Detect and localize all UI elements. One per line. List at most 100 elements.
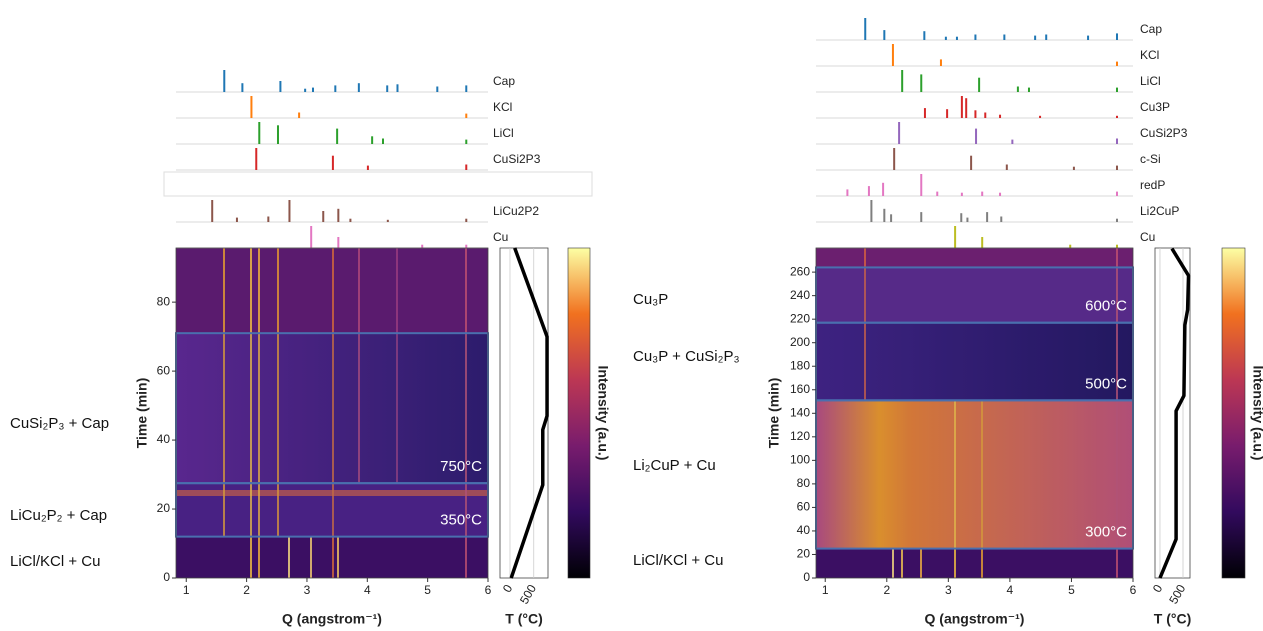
colorbar xyxy=(567,247,591,579)
reference-stick xyxy=(465,164,468,170)
y-tick-label: 260 xyxy=(790,264,810,278)
reference-stick xyxy=(1115,138,1118,144)
y-tick-label: 160 xyxy=(790,382,810,396)
phase-annotation: Li₂CuP + Cu xyxy=(633,457,716,474)
reference-label: redP xyxy=(1140,178,1165,192)
reference-stick xyxy=(288,200,291,222)
reference-stick xyxy=(891,44,894,66)
reference-stick xyxy=(1069,244,1072,248)
reference-stick xyxy=(322,211,325,222)
reference-stick xyxy=(1087,35,1090,40)
reference-stick xyxy=(337,208,340,222)
reference-stick xyxy=(1115,244,1118,248)
reference-stick xyxy=(1003,34,1006,40)
stripe xyxy=(864,248,866,400)
reference-stick xyxy=(901,70,904,92)
y-tick-label: 220 xyxy=(790,311,810,325)
region-label: 350°C xyxy=(440,512,482,529)
temperature-frame xyxy=(1154,247,1191,579)
reference-label: KCl xyxy=(493,100,512,114)
reference-stick xyxy=(250,96,253,118)
reference-stick xyxy=(975,128,978,144)
stripe xyxy=(954,400,956,578)
reference-stick xyxy=(304,88,307,92)
reference-stick xyxy=(465,139,468,144)
reference-stick xyxy=(381,138,384,144)
stripe xyxy=(337,537,339,578)
stripe xyxy=(465,248,467,578)
reference-stick xyxy=(984,112,987,118)
reference-stick xyxy=(974,34,977,40)
reference-stick xyxy=(1016,86,1019,92)
stripe xyxy=(920,548,922,578)
reference-stick xyxy=(337,237,340,248)
reference-stick xyxy=(870,200,873,222)
reference-stick xyxy=(465,218,468,222)
y-tick-label: 200 xyxy=(790,335,810,349)
colorbar xyxy=(1221,247,1246,579)
reference-stick xyxy=(1115,61,1118,66)
phase-annotation: Cu₃P xyxy=(633,291,668,308)
reference-stick xyxy=(267,216,270,222)
y-axis-label: Time (min) xyxy=(766,378,782,449)
reference-stick xyxy=(421,244,424,248)
reference-stick xyxy=(436,86,439,92)
reference-stick xyxy=(255,148,258,170)
reference-stick xyxy=(357,83,360,92)
phase-annotation: Cu₃P + CuSi₂P₃ xyxy=(633,348,740,365)
reference-label: c-Si xyxy=(1140,152,1161,166)
phase-annotation: LiCl/KCl + Cu xyxy=(10,553,100,570)
stripe xyxy=(332,248,334,578)
reference-stick xyxy=(981,237,984,248)
reference-label: LiCl xyxy=(1140,74,1161,88)
reference-label: LiCl xyxy=(493,126,514,140)
reference-stick xyxy=(1045,34,1048,40)
reference-stick xyxy=(211,200,214,222)
reference-stick xyxy=(386,219,389,222)
reference-stick xyxy=(465,244,468,248)
reference-stick xyxy=(1034,35,1037,40)
reference-stick xyxy=(371,136,374,144)
heatmap-stripes xyxy=(223,248,1118,578)
stripe xyxy=(258,248,260,578)
temperature-line xyxy=(1158,247,1191,579)
stripe xyxy=(1116,248,1118,578)
reference-stick xyxy=(974,110,977,118)
reference-stick xyxy=(331,155,334,170)
reference-stick xyxy=(944,36,947,40)
x-tick-label: 2 xyxy=(883,583,890,597)
x-axis-label: Q (angstrom⁻¹) xyxy=(925,611,1025,627)
reference-stick xyxy=(960,96,963,118)
y-tick-label: 100 xyxy=(790,453,810,467)
reference-stick xyxy=(1000,216,1003,222)
temperature-axis-label: T (°C) xyxy=(505,611,542,627)
x-tick-label: 4 xyxy=(1007,583,1014,597)
reference-stick xyxy=(890,214,893,222)
reference-stick xyxy=(310,226,313,248)
reference-stick xyxy=(898,122,901,144)
reference-stick xyxy=(465,113,468,118)
y-tick-label: 120 xyxy=(790,429,810,443)
temperature-tick-label: 500 xyxy=(1166,582,1188,607)
reference-stick xyxy=(999,114,1002,118)
reference-stick xyxy=(954,226,957,248)
reference-stick xyxy=(970,155,973,170)
reference-stick xyxy=(386,85,389,92)
reference-stick xyxy=(366,165,369,170)
y-tick-label: 0 xyxy=(163,570,170,584)
reference-label: KCl xyxy=(1140,48,1159,62)
reference-stick xyxy=(1115,191,1118,196)
x-tick-label: 5 xyxy=(1068,583,1075,597)
x-tick-label: 6 xyxy=(1130,583,1137,597)
reference-stick xyxy=(939,59,942,66)
reference-label: Cap xyxy=(493,74,515,88)
reference-label: Cu3P xyxy=(1140,100,1170,114)
reference-stick xyxy=(920,74,923,92)
y-tick-label: 20 xyxy=(797,547,811,561)
reference-stick xyxy=(1115,115,1118,118)
y-tick-label: 60 xyxy=(797,500,811,514)
reference-stick xyxy=(893,148,896,170)
reference-stick xyxy=(846,189,849,196)
y-tick-label: 240 xyxy=(790,288,810,302)
